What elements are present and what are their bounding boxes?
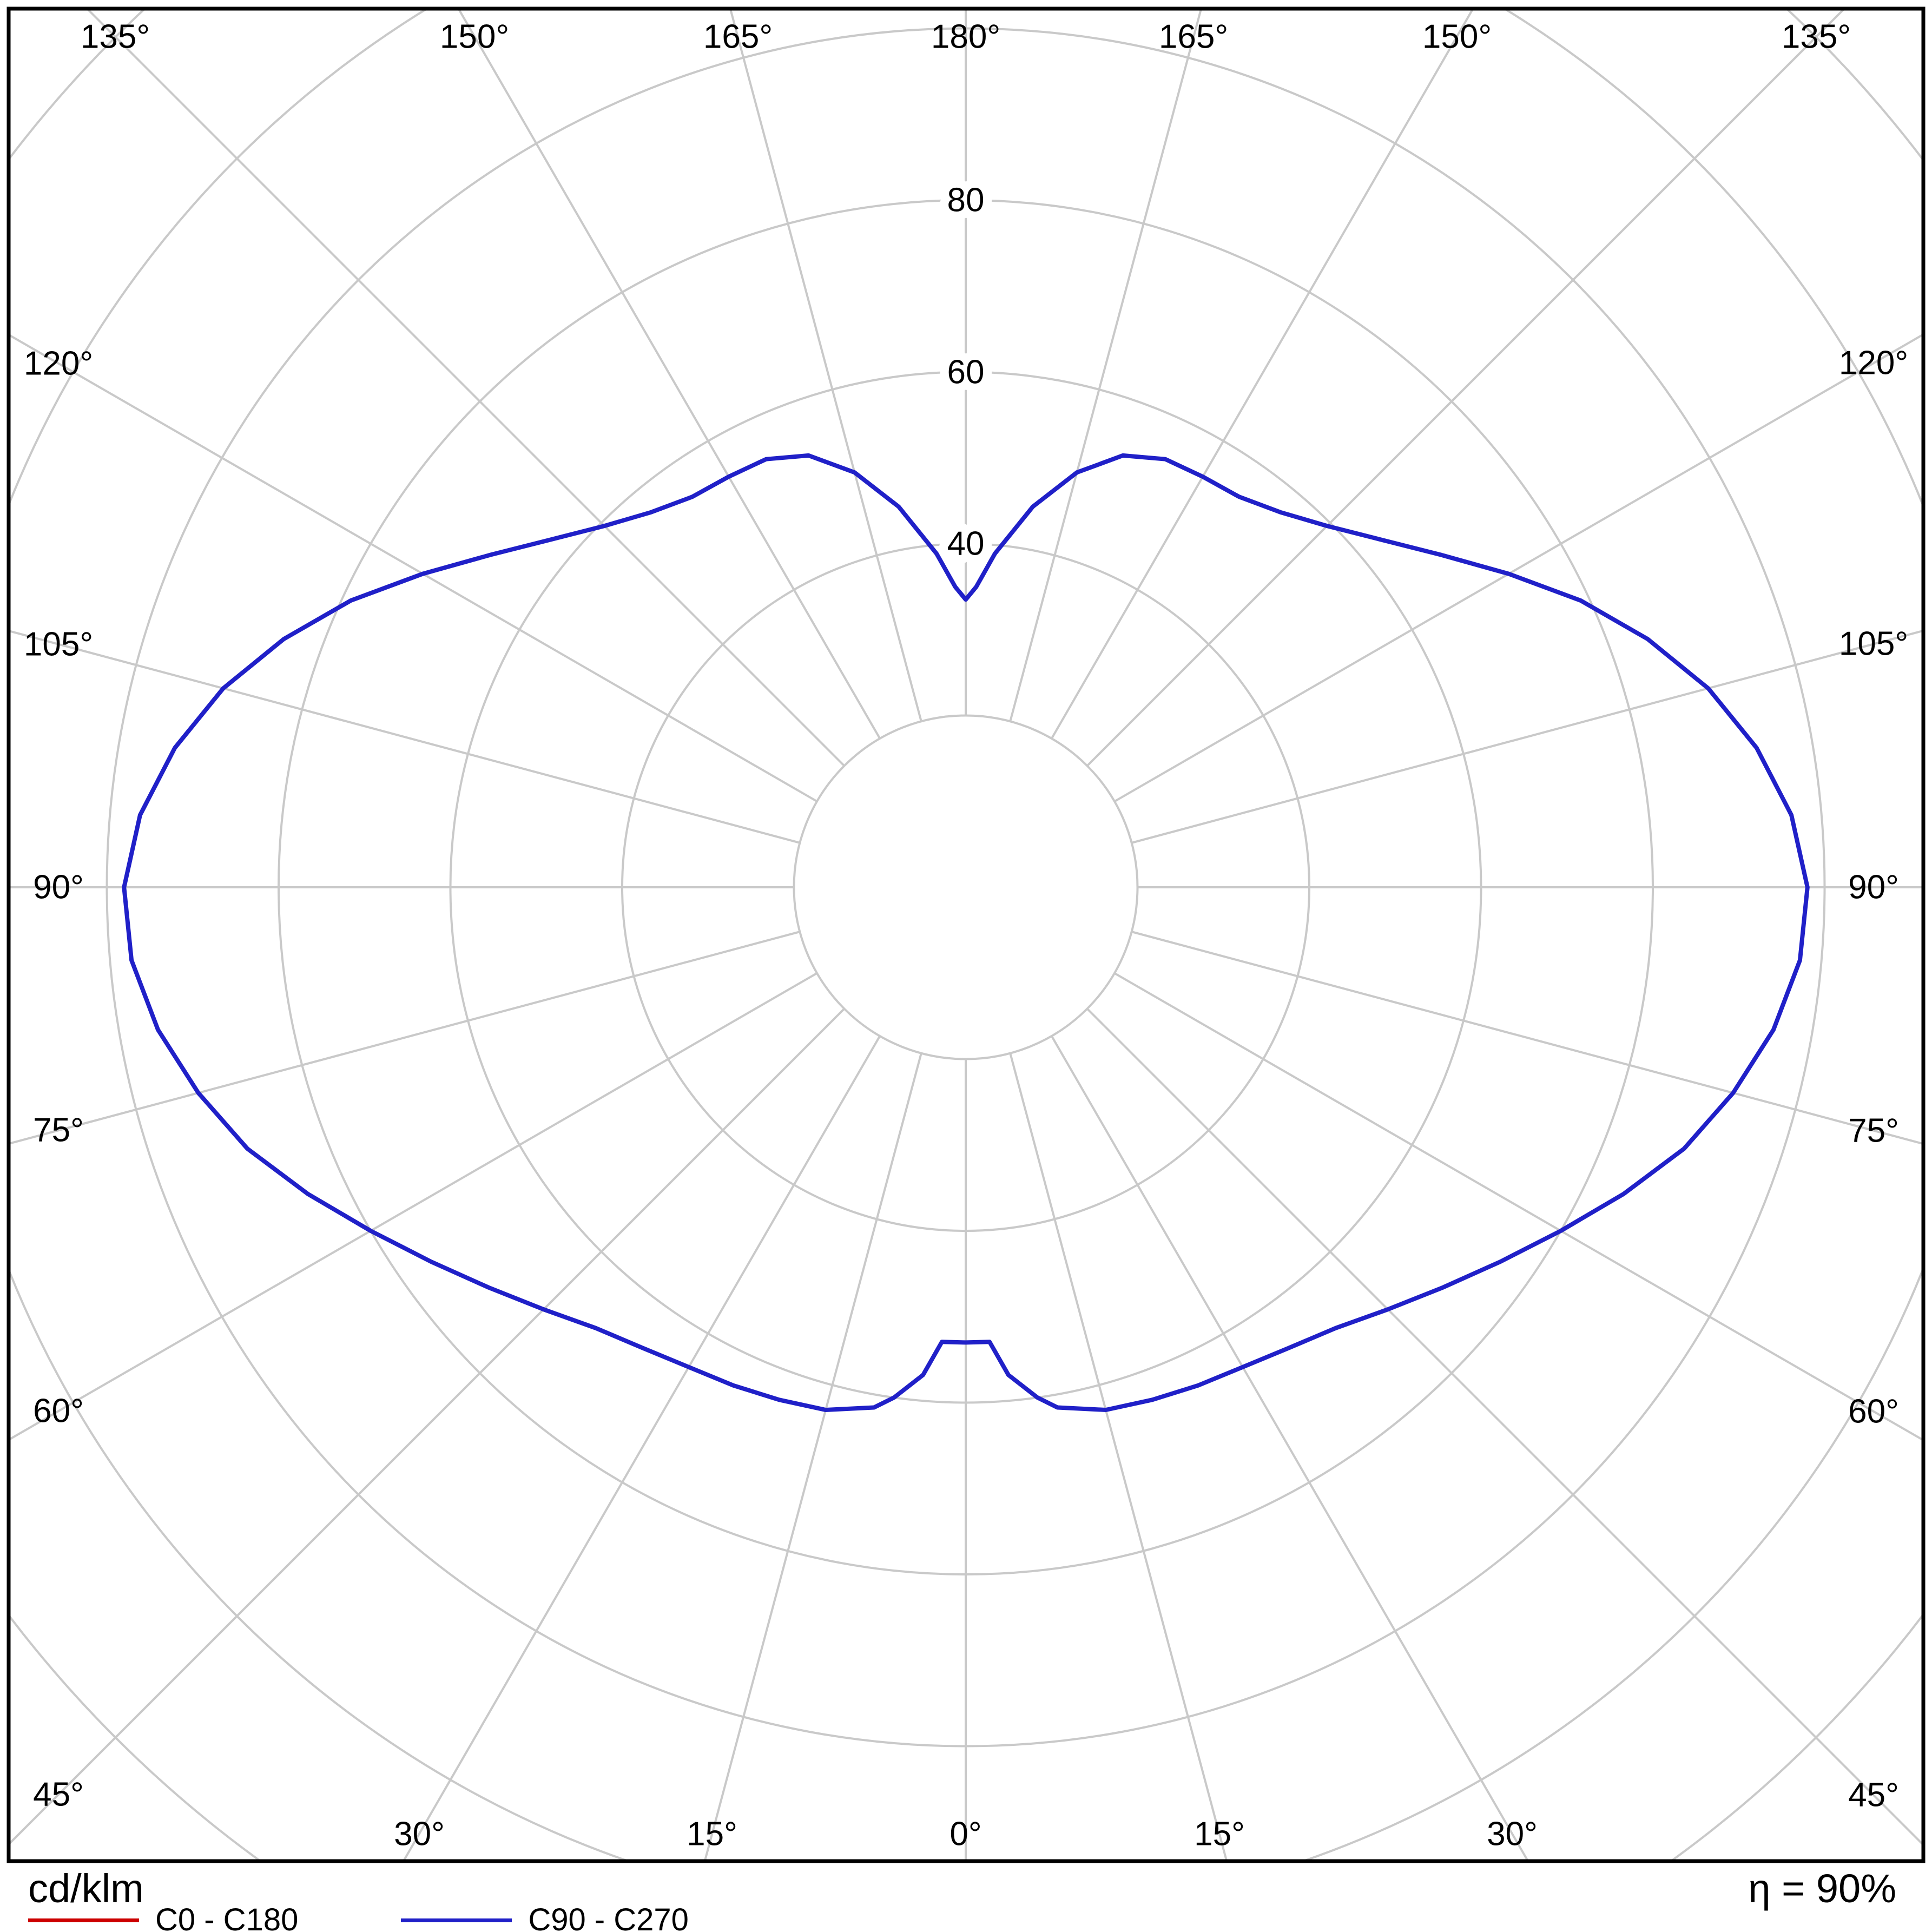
angle-label: 105° bbox=[1839, 625, 1908, 663]
angle-label: 45° bbox=[33, 1776, 84, 1814]
legend-entry-c0-c180: C0 - C180 bbox=[28, 1904, 298, 1932]
angle-labels: 0° 15° 15° 30° 30° 45° 45° 60° 60° 75° 75° 90° 90° 10… bbox=[24, 18, 1908, 1853]
radial-tick-label: 80 bbox=[947, 182, 985, 219]
angle-label: 15° bbox=[1194, 1816, 1245, 1853]
angle-label: 180° bbox=[931, 18, 1000, 56]
angle-label: 15° bbox=[687, 1816, 737, 1853]
angle-label: 150° bbox=[440, 18, 509, 56]
units-label: cd/klm bbox=[28, 1866, 144, 1911]
angle-label: 90° bbox=[33, 869, 84, 906]
polar-grid bbox=[10, 10, 1922, 1860]
angle-label: 30° bbox=[394, 1816, 445, 1853]
angle-label: 75° bbox=[33, 1112, 84, 1149]
angle-label: 150° bbox=[1422, 18, 1492, 56]
angle-label: 45° bbox=[1848, 1777, 1899, 1814]
angle-label: 135° bbox=[1782, 18, 1851, 56]
angle-label: 0° bbox=[949, 1816, 981, 1853]
radial-tick-label: 60 bbox=[947, 354, 985, 391]
polar-chart: 0° 15° 15° 30° 30° 45° 45° 60° 60° 75° 75° 90° 90° 10… bbox=[6, 6, 1926, 1863]
angle-label: 60° bbox=[1848, 1393, 1899, 1430]
efficiency-label: η = 90% bbox=[1748, 1866, 1896, 1911]
chart-frame bbox=[6, 6, 1926, 1863]
angle-label: 120° bbox=[24, 345, 93, 383]
angle-label: 165° bbox=[1159, 18, 1228, 56]
angle-label: 105° bbox=[24, 626, 93, 663]
angle-label: 135° bbox=[81, 18, 150, 56]
legend-swatch-c0-c180 bbox=[28, 1918, 139, 1922]
angle-label: 75° bbox=[1848, 1112, 1899, 1150]
legend-label-c90-c270: C90 - C270 bbox=[528, 1902, 689, 1932]
angle-label: 90° bbox=[1848, 869, 1899, 906]
radial-tick-labels: 40 60 80 bbox=[939, 173, 993, 571]
legend-swatch-c90-c270 bbox=[401, 1918, 512, 1922]
legend: C0 - C180 C90 - C270 bbox=[28, 1904, 689, 1932]
angle-label: 30° bbox=[1487, 1816, 1538, 1853]
legend-label-c0-c180: C0 - C180 bbox=[155, 1902, 299, 1932]
legend-entry-c90-c270: C90 - C270 bbox=[401, 1904, 689, 1932]
curve-c90-c270 bbox=[122, 453, 1810, 1412]
angle-label: 165° bbox=[703, 18, 773, 56]
angle-label: 60° bbox=[33, 1393, 84, 1430]
radial-tick-label: 40 bbox=[947, 525, 985, 563]
angle-label: 120° bbox=[1839, 345, 1908, 382]
